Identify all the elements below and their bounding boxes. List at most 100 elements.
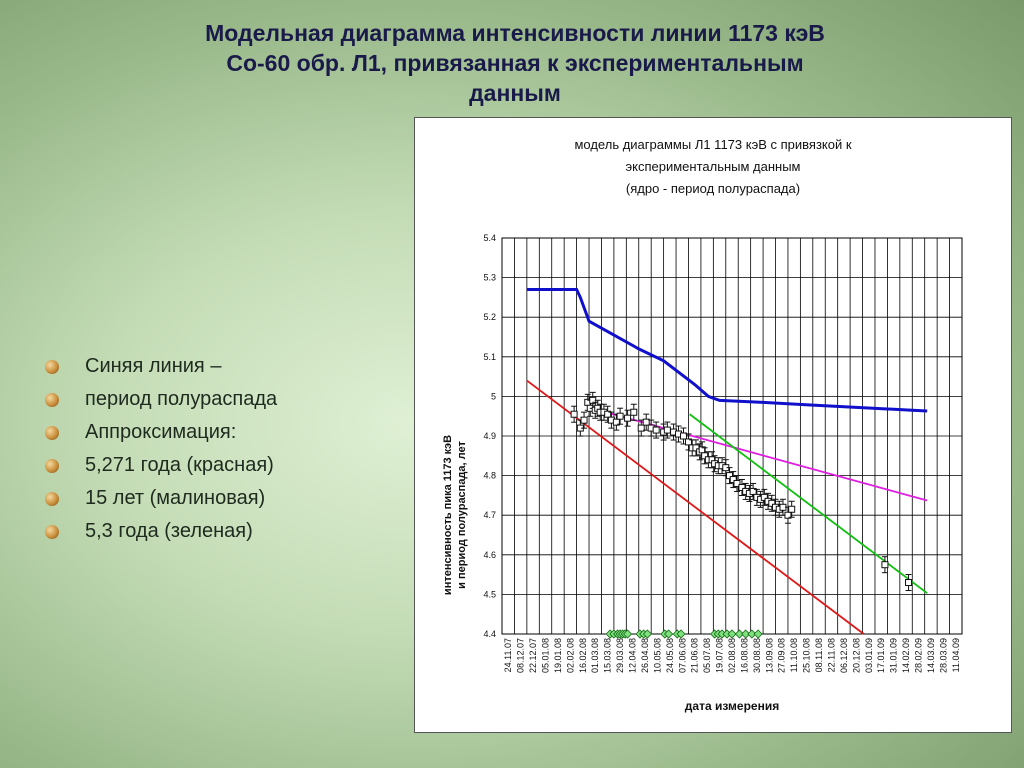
y-tick-label: 5.2: [483, 312, 496, 322]
bullet-item: период полураспада: [45, 383, 277, 416]
slide-title-line-2: Co-60 обр. Л1, привязанная к эксперимент…: [226, 50, 804, 76]
bullet-item: Аппроксимация:: [45, 416, 277, 449]
bullet-icon: [45, 393, 59, 407]
bullet-text: Аппроксимация:: [85, 421, 237, 443]
x-tick-label: 15.03.08: [603, 638, 613, 673]
blue-series-line: [526, 287, 928, 413]
x-tick-label: 11.04.09: [951, 638, 961, 672]
x-tick-label: 16.02.08: [578, 638, 588, 673]
x-tick-label: 02.02.08: [565, 638, 575, 673]
x-tick-label: 13.09.08: [764, 638, 774, 673]
event-marker: [727, 629, 737, 639]
data-point: [905, 579, 913, 587]
x-tick-label: 02.08.08: [727, 638, 737, 673]
event-marker: [747, 629, 757, 639]
chart-title-line-1: модель диаграммы Л1 1173 кэВ с привязкой…: [574, 137, 851, 152]
bullet-text: Синяя линия –: [85, 355, 222, 377]
bullet-list: Синяя линия – период полураспада Аппрокс…: [45, 350, 277, 548]
data-point: [881, 561, 889, 569]
data-point: [616, 412, 624, 420]
y-axis-label-line-2: и период полураспада, лет: [456, 441, 468, 589]
y-tick-label: 4.4: [483, 629, 496, 639]
x-tick-label: 26.04.08: [640, 638, 650, 673]
chart: модель диаграммы Л1 1173 кэВ с привязкой…: [442, 137, 963, 713]
bullet-icon: [45, 525, 59, 539]
y-tick-label: 5.4: [483, 233, 496, 243]
event-marker: [741, 629, 751, 639]
data-point: [612, 418, 620, 426]
x-tick-label: 24.11.07: [503, 638, 513, 672]
data-point: [624, 414, 632, 422]
event-marker: [642, 629, 653, 639]
chart-title-line-2: экспериментальным данным: [626, 159, 801, 174]
x-tick-label: 24.05.08: [665, 638, 675, 673]
x-tick-label: 29.03.08: [615, 638, 625, 673]
x-tick-label: 05.01.08: [541, 638, 551, 673]
x-tick-label: 17.01.09: [876, 638, 886, 673]
data-point: [738, 483, 746, 491]
data-point: [630, 408, 638, 416]
data-point: [726, 472, 734, 480]
chart-axes: 4.44.54.64.74.84.955.15.25.35.424.11.07 0…: [483, 233, 963, 673]
data-point: [784, 511, 792, 519]
x-tick-label: 31.01.09: [889, 638, 899, 673]
data-point: [768, 499, 776, 507]
bullet-text: 5,3 года (зеленая): [85, 520, 253, 542]
x-tick-label: 19.01.08: [553, 638, 563, 673]
bullet-text: период полураспада: [85, 388, 278, 410]
x-tick-label: 22.12.07: [528, 638, 538, 673]
data-point: [749, 487, 757, 495]
data-point: [733, 480, 741, 488]
chart-panel: модель диаграммы Л1 1173 кэВ с привязкой…: [414, 117, 1012, 733]
data-point: [570, 410, 578, 418]
x-tick-label: 03.01.09: [864, 638, 874, 673]
data-point: [663, 426, 671, 434]
slide-title-line-1: Модельная диаграмма интенсивности линии …: [205, 20, 825, 46]
bullet-icon: [45, 459, 59, 473]
y-tick-label: 4.6: [483, 550, 496, 560]
y-tick-label: 4.5: [483, 589, 496, 599]
x-tick-label: 19.07.08: [715, 638, 725, 673]
data-point: [652, 426, 660, 434]
x-tick-label: 05.07.08: [702, 638, 712, 673]
x-tick-label: 08.11.08: [814, 638, 824, 672]
data-point: [637, 424, 645, 432]
x-tick-label: 30.08.08: [752, 638, 762, 673]
green-series-line: [689, 413, 928, 594]
bullet-text: 5,271 года (красная): [85, 454, 274, 476]
event-marker: [664, 629, 674, 639]
y-tick-label: 4.9: [483, 431, 496, 441]
bullet-icon: [45, 360, 59, 374]
y-tick-label: 4.7: [483, 510, 496, 520]
bullet-item: 5,271 года (красная): [45, 449, 277, 482]
chart-title-line-3: (ядро - период полураспада): [626, 181, 800, 196]
x-tick-label: 14.03.09: [926, 638, 936, 673]
data-point: [701, 452, 709, 460]
x-tick-label: 28.02.09: [913, 638, 923, 673]
x-tick-label: 01.03.08: [590, 638, 600, 673]
x-axis-label: дата измерения: [685, 699, 779, 713]
x-tick-label: 07.06.08: [677, 638, 687, 673]
chart-markers: [570, 391, 913, 639]
x-tick-label: 28.03.09: [938, 638, 948, 673]
x-tick-label: 12.04.08: [628, 638, 638, 673]
x-tick-label: 27.09.08: [777, 638, 787, 673]
data-point: [684, 438, 692, 446]
event-marker: [676, 629, 686, 639]
y-axis-label-line-1: интенсивность пика 1173 кэВ: [442, 435, 454, 595]
data-point: [604, 410, 612, 418]
data-point: [580, 416, 588, 424]
x-tick-label: 10.05.08: [652, 638, 662, 673]
x-tick-label: 16.08.08: [739, 638, 749, 673]
y-tick-label: 5: [491, 391, 496, 401]
data-point: [760, 493, 768, 501]
chart-series: [526, 287, 928, 635]
bullet-item: Синяя линия –: [45, 350, 277, 383]
bullet-item: 15 лет (малиновая): [45, 482, 277, 515]
x-tick-label: 22.11.08: [826, 638, 836, 672]
bullet-icon: [45, 492, 59, 506]
bullet-item: 5,3 года (зеленая): [45, 515, 277, 548]
bullet-text: 15 лет (малиновая): [85, 487, 266, 509]
x-tick-label: 20.12.08: [851, 638, 861, 673]
x-tick-label: 25.10.08: [802, 638, 812, 673]
